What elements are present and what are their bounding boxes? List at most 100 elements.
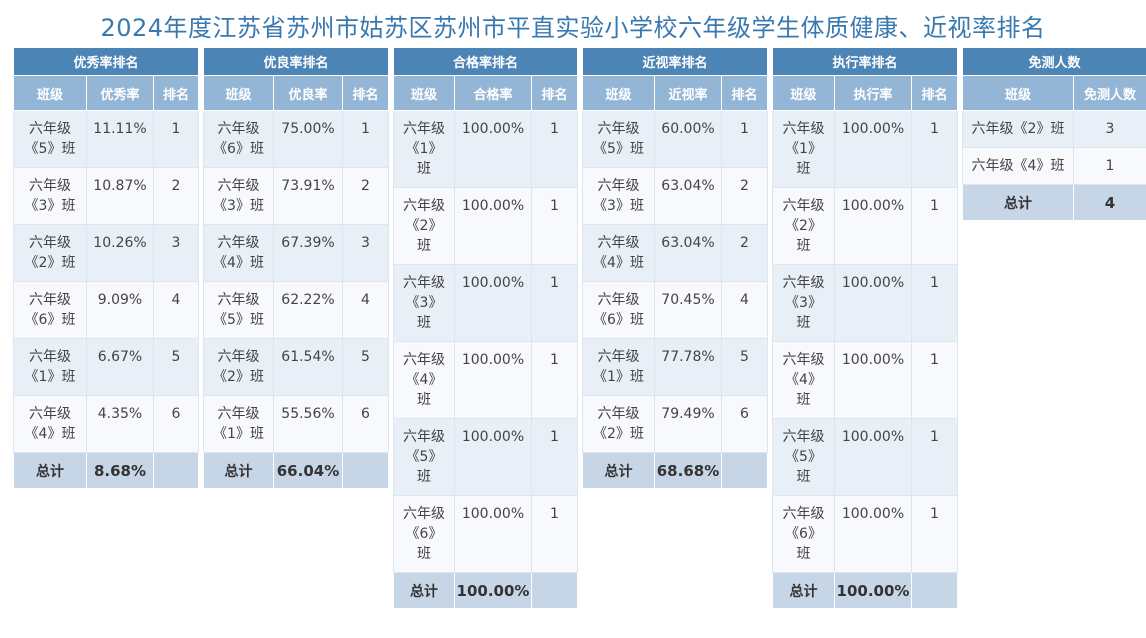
total-value: 66.04% [273,452,343,489]
total-empty [720,452,769,489]
class-cell: 六年级 《3》班 [582,167,655,225]
class-cell: 六年级 《6》班 [13,281,87,339]
table-title: 近视率排名 [581,47,769,76]
total-row: 总计 100.00% [772,572,959,609]
class-cell: 六年级 《4》班 [13,395,87,453]
rank-cell: 6 [720,395,769,453]
total-label: 总计 [582,452,655,489]
class-cell: 六年级 《3》班 [13,167,87,225]
class-cell: 六年级 《2》班 [582,395,655,453]
table-row: 六年级《4》班 1 [962,147,1146,185]
class-cell: 六年级 《5》班 [582,110,655,168]
value-cell: 100.00% [454,110,532,188]
rank-cell: 1 [910,264,959,342]
rank-cell: 2 [152,167,200,225]
value-cell: 100.00% [454,341,532,419]
rank-cell: 5 [341,338,390,396]
table-row: 六年级 《1》 班 100.00% 1 [772,110,959,188]
value-cell: 100.00% [454,495,532,573]
rank-cell: 2 [720,167,769,225]
table-row: 六年级 《3》 班 100.00% 1 [772,264,959,342]
class-cell: 六年级 《2》 班 [393,187,455,265]
rank-cell: 1 [720,110,769,168]
total-value: 4 [1072,184,1146,221]
value-cell: 10.26% [86,224,154,282]
column-header-value: 合格率 [454,75,532,111]
rank-cell: 4 [720,281,769,339]
column-header-value: 优秀率 [86,75,154,111]
column-header-rank: 排名 [341,75,390,111]
value-cell: 75.00% [273,110,343,168]
table-row: 六年级 《3》 班 100.00% 1 [393,264,579,342]
rank-cell: 2 [720,224,769,282]
value-cell: 100.00% [834,341,912,419]
table-row: 六年级 《4》班 4.35% 6 [13,395,200,453]
table-row: 六年级 《1》班 6.67% 5 [13,338,200,396]
total-row: 总计 68.68% [582,452,769,489]
exempt-count-table: 免测人数 班级 免测人数 六年级《2》班 3 六年级《4》班 1 总计 4 [961,47,1146,221]
value-cell: 61.54% [273,338,343,396]
rank-cell: 1 [341,110,390,168]
table-row: 六年级 《1》 班 100.00% 1 [393,110,579,188]
class-cell: 六年级 《2》班 [203,338,274,396]
total-value: 68.68% [654,452,722,489]
class-cell: 六年级 《6》 班 [393,495,455,573]
total-row: 总计 100.00% [393,572,579,609]
rank-cell: 1 [910,495,959,573]
value-cell: 79.49% [654,395,722,453]
total-empty [910,572,959,609]
table-row: 六年级 《2》班 10.26% 3 [13,224,200,282]
class-cell: 六年级 《5》班 [203,281,274,339]
value-cell: 67.39% [273,224,343,282]
myopia-rate-table: 近视率排名 班级 近视率 排名 六年级 《5》班 60.00% 1 六年级 《3》班… [581,47,769,489]
column-header-class: 班级 [962,75,1074,111]
rank-cell: 1 [530,264,579,342]
rank-cell: 1 [910,187,959,265]
value-cell: 10.87% [86,167,154,225]
value-cell: 63.04% [654,167,722,225]
value-cell: 100.00% [834,418,912,496]
table-row: 六年级 《6》班 9.09% 4 [13,281,200,339]
value-cell: 4.35% [86,395,154,453]
rank-cell: 5 [152,338,200,396]
column-header-class: 班级 [772,75,835,111]
column-header-count: 免测人数 [1072,75,1146,111]
table-row: 六年级 《1》班 55.56% 6 [203,395,390,453]
total-value: 100.00% [454,572,532,609]
page-title: 2024年度江苏省苏州市姑苏区苏州市平直实验小学校六年级学生体质健康、近视率排名 [100,14,1046,42]
column-header-class: 班级 [582,75,655,111]
table-row: 六年级《2》班 3 [962,110,1146,148]
value-cell: 73.91% [273,167,343,225]
count-cell: 3 [1072,110,1146,148]
class-cell: 六年级 《4》班 [203,224,274,282]
class-cell: 六年级 《5》班 [13,110,87,168]
table-row: 六年级 《6》班 70.45% 4 [582,281,769,339]
rank-cell: 4 [152,281,200,339]
total-row: 总计 4 [962,184,1146,221]
class-cell: 六年级《2》班 [962,110,1074,148]
pass-rate-table: 合格率排名 班级 合格率 排名 六年级 《1》 班 100.00% 1 六年级 《2… [392,47,579,609]
class-cell: 六年级 《1》班 [582,338,655,396]
total-label: 总计 [393,572,455,609]
column-header-value: 优良率 [273,75,343,111]
rank-cell: 1 [910,341,959,419]
value-cell: 70.45% [654,281,722,339]
class-cell: 六年级 《1》班 [203,395,274,453]
rank-cell: 1 [152,110,200,168]
table-row: 六年级 《6》班 75.00% 1 [203,110,390,168]
table-title: 执行率排名 [771,47,959,76]
rank-cell: 1 [530,187,579,265]
table-row: 六年级 《2》班 61.54% 5 [203,338,390,396]
total-label: 总计 [13,452,87,489]
value-cell: 6.67% [86,338,154,396]
table-row: 六年级 《2》班 79.49% 6 [582,395,769,453]
count-cell: 1 [1072,147,1146,185]
table-row: 六年级 《5》班 60.00% 1 [582,110,769,168]
table-row: 六年级 《4》班 67.39% 3 [203,224,390,282]
rank-cell: 6 [341,395,390,453]
table-title: 免测人数 [961,47,1146,76]
column-header-value: 执行率 [834,75,912,111]
value-cell: 9.09% [86,281,154,339]
value-cell: 55.56% [273,395,343,453]
value-cell: 100.00% [454,418,532,496]
